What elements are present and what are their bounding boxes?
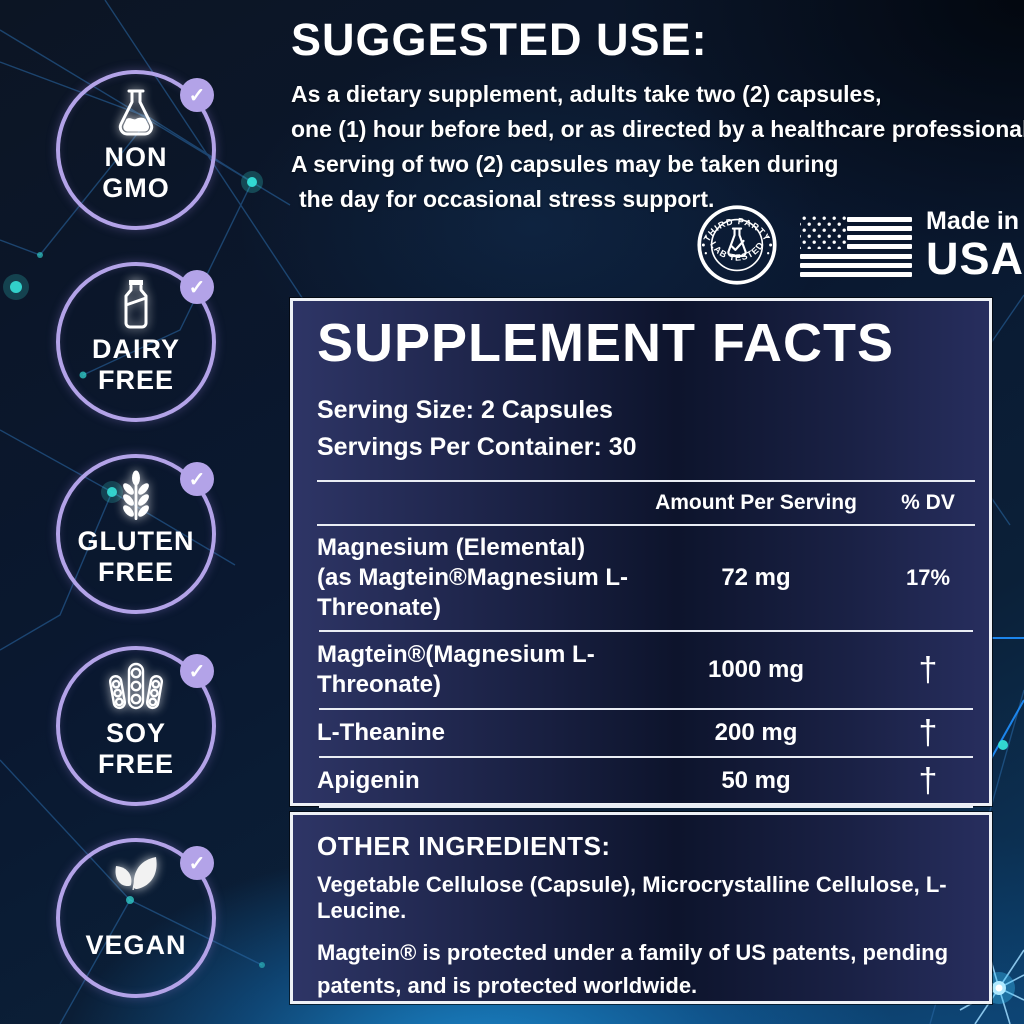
us-flag-icon bbox=[800, 213, 912, 277]
check-glyph: ✓ bbox=[188, 660, 206, 683]
ingredient-name: L-Theanine bbox=[317, 718, 446, 746]
suggested-use-line: A serving of two (2) capsules may be tak… bbox=[291, 151, 839, 178]
flag-stripe bbox=[800, 262, 912, 268]
other-ingredients-title: OTHER INGREDIENTS: bbox=[317, 831, 611, 861]
flag-stripe bbox=[847, 216, 912, 222]
badge-label: SOY FREE bbox=[56, 718, 216, 780]
badge-ring bbox=[56, 838, 216, 998]
ingredient-name: Magnesium (Elemental) bbox=[317, 533, 586, 561]
badge-label-line: SOY bbox=[105, 718, 167, 748]
fact-row-apigenin: Apigenin 50 mg † bbox=[317, 758, 975, 804]
ingredient-dv: 17% bbox=[905, 564, 951, 590]
suggested-use-line: the day for occasional stress support. bbox=[299, 186, 715, 213]
patent-note-line: patents, and is protected worldwide. bbox=[317, 973, 698, 998]
badge-dairy-free: DAIRY FREE ✓ bbox=[56, 262, 216, 422]
suggested-use-line: As a dietary supplement, adults take two… bbox=[291, 81, 882, 108]
facts-header-row: Amount Per Serving % DV bbox=[317, 479, 975, 526]
made-in-usa: Made in USA bbox=[926, 207, 1024, 284]
badge-label-line: NON bbox=[104, 142, 168, 172]
fact-row-l-theanine: L-Theanine 200 mg † bbox=[317, 710, 975, 756]
ingredient-amount: 72 mg bbox=[721, 563, 791, 591]
check-glyph: ✓ bbox=[188, 852, 206, 875]
badge-ring bbox=[56, 454, 216, 614]
ingredient-name: Apigenin bbox=[317, 766, 420, 794]
badge-ring bbox=[56, 646, 216, 806]
flag-stripe bbox=[800, 271, 912, 277]
seal-top-text: THIRD PARTY bbox=[702, 216, 772, 243]
suggested-use-title: SUGGESTED USE: bbox=[291, 14, 708, 65]
ingredient-dv: † bbox=[918, 713, 938, 752]
serving-size: Serving Size: 2 Capsules bbox=[317, 395, 613, 424]
supplement-facts-title: SUPPLEMENT FACTS bbox=[317, 313, 895, 373]
badge-label: VEGAN bbox=[56, 930, 216, 961]
ingredient-amount: 1000 mg bbox=[707, 655, 805, 683]
fact-row-magtein: Magtein®(Magnesium L-Threonate) 1000 mg … bbox=[317, 632, 975, 708]
ingredient-amount: 200 mg bbox=[714, 718, 798, 746]
seal-flask-icon bbox=[727, 227, 747, 258]
other-ingredients-panel: OTHER INGREDIENTS: Vegetable Cellulose (… bbox=[290, 812, 992, 1004]
flask-icon bbox=[56, 86, 216, 138]
usa-text: USA bbox=[926, 233, 1024, 284]
ingredient-name-detail: (as Magtein®Magnesium L-Threonate) bbox=[317, 563, 629, 621]
suggested-use-text: As a dietary supplement, adults take two… bbox=[291, 77, 1024, 217]
made-in-text: Made in bbox=[926, 207, 1020, 235]
flag-stars bbox=[800, 213, 847, 249]
servings-per-container: Servings Per Container: 30 bbox=[317, 432, 637, 461]
soy-pods-icon bbox=[56, 662, 216, 714]
wheat-icon bbox=[56, 470, 216, 522]
badge-non-gmo: NON GMO ✓ bbox=[56, 70, 216, 230]
check-glyph: ✓ bbox=[188, 276, 206, 299]
badge-label-line: FREE bbox=[97, 365, 174, 395]
check-icon: ✓ bbox=[180, 846, 214, 880]
col-percent-dv: % DV bbox=[901, 490, 955, 514]
other-ingredients-list: Vegetable Cellulose (Capsule), Microcrys… bbox=[317, 872, 947, 923]
divider bbox=[319, 629, 973, 632]
badge-label: DAIRY FREE bbox=[56, 334, 216, 396]
badge-label: NON GMO bbox=[56, 142, 216, 204]
ingredient-dv: † bbox=[918, 761, 938, 800]
badge-ring bbox=[56, 70, 216, 230]
check-icon: ✓ bbox=[180, 78, 214, 112]
badge-ring bbox=[56, 262, 216, 422]
badge-label-line: GMO bbox=[102, 173, 170, 203]
patent-note-line: Magtein® is protected under a family of … bbox=[317, 940, 949, 965]
badge-label-line: VEGAN bbox=[85, 930, 187, 960]
third-party-lab-tested-seal: THIRD PARTY LAB TESTED bbox=[697, 205, 777, 285]
milk-bottle-icon bbox=[56, 278, 216, 332]
divider bbox=[319, 707, 973, 710]
patent-note: Magtein® is protected under a family of … bbox=[317, 936, 971, 1002]
check-icon: ✓ bbox=[180, 270, 214, 304]
badge-vegan: VEGAN ✓ bbox=[56, 838, 216, 998]
suggested-use-section: SUGGESTED USE: As a dietary supplement, … bbox=[291, 14, 1024, 217]
supplement-facts-panel: SUPPLEMENT FACTS Serving Size: 2 Capsule… bbox=[290, 298, 992, 848]
suggested-use-line: one (1) hour before bed, or as directed … bbox=[291, 116, 1024, 143]
check-glyph: ✓ bbox=[188, 84, 206, 107]
divider bbox=[319, 803, 973, 808]
divider bbox=[319, 755, 973, 758]
ingredient-amount: 50 mg bbox=[721, 766, 791, 794]
check-icon: ✓ bbox=[180, 654, 214, 688]
trust-marks: THIRD PARTY LAB TESTED bbox=[696, 204, 1024, 286]
col-amount-per-serving: Amount Per Serving bbox=[655, 490, 857, 514]
badge-soy-free: SOY FREE ✓ bbox=[56, 646, 216, 806]
badge-label-line: GLUTEN bbox=[77, 526, 195, 556]
flag-stripe bbox=[847, 243, 912, 249]
badge-label-line: DAIRY bbox=[91, 334, 180, 364]
badge-label: GLUTEN FREE bbox=[56, 526, 216, 588]
flag-stripe bbox=[800, 253, 912, 259]
badge-label-line: FREE bbox=[97, 557, 174, 587]
badge-gluten-free: GLUTEN FREE ✓ bbox=[56, 454, 216, 614]
svg-text:THIRD PARTY: THIRD PARTY bbox=[702, 216, 773, 243]
ingredient-dv: † bbox=[918, 650, 938, 689]
flag-stripe bbox=[847, 225, 912, 231]
fact-row-magnesium: Magnesium (Elemental) (as Magtein®Magnes… bbox=[317, 526, 975, 630]
ingredient-name: Magtein®(Magnesium L-Threonate) bbox=[317, 640, 595, 698]
flag-stripe bbox=[847, 234, 912, 240]
leaves-icon bbox=[56, 854, 216, 904]
check-glyph: ✓ bbox=[188, 468, 206, 491]
check-icon: ✓ bbox=[180, 462, 214, 496]
badge-label-line: FREE bbox=[97, 749, 174, 779]
